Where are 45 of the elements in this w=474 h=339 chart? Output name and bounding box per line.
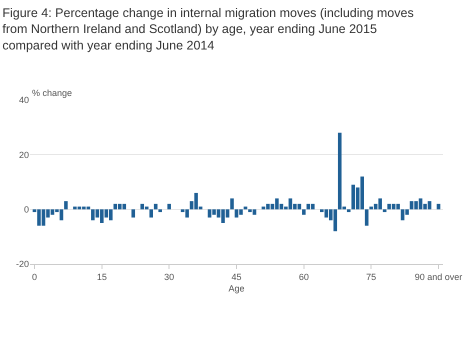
x-tick-label: 45 [231, 272, 242, 282]
bar [158, 209, 162, 212]
bar [114, 204, 118, 210]
bar [338, 132, 342, 210]
bar [185, 209, 189, 218]
bar [436, 204, 440, 210]
bar [131, 209, 136, 218]
x-tick-label: 60 [298, 272, 309, 282]
bar [244, 206, 248, 210]
chart-title: Figure 4: Percentage change in internal migration moves (including moves from Northern Ireland and Scotland) by age, year ending June 2015 compared with year ending June 2014 [2, 6, 414, 52]
bar [360, 176, 364, 210]
y-tick-label: -20 [16, 259, 29, 270]
bar [149, 209, 153, 218]
y-tick-label: 20 [18, 150, 29, 160]
bar [262, 206, 266, 210]
y-axis-title: % change [32, 88, 72, 98]
bar [333, 209, 338, 232]
bar [144, 206, 149, 210]
x-tick-label: 0 [32, 272, 37, 282]
bar [73, 206, 77, 210]
bar [302, 209, 306, 215]
bar [351, 184, 356, 210]
bar [230, 198, 234, 210]
y-tick-label: 40 [18, 95, 29, 106]
bar [140, 204, 144, 210]
bar [91, 209, 95, 220]
x-tick-label: 15 [96, 272, 107, 282]
bar [396, 204, 400, 210]
bar [324, 209, 328, 218]
x-axis-title: Age [228, 284, 245, 294]
x-tick-label: 90 and over [414, 272, 462, 282]
bar [154, 204, 158, 210]
bar [428, 201, 432, 210]
bar [64, 201, 68, 210]
bar [382, 209, 386, 212]
y-tick-label: 0 [24, 204, 29, 214]
x-tick-label: 75 [366, 272, 376, 282]
bar [364, 209, 368, 226]
bar [346, 209, 351, 212]
x-tick-label: 30 [164, 272, 174, 282]
bar [118, 204, 122, 210]
bar [167, 204, 171, 210]
bar [122, 204, 126, 210]
bar [378, 198, 382, 210]
bar [306, 204, 310, 210]
